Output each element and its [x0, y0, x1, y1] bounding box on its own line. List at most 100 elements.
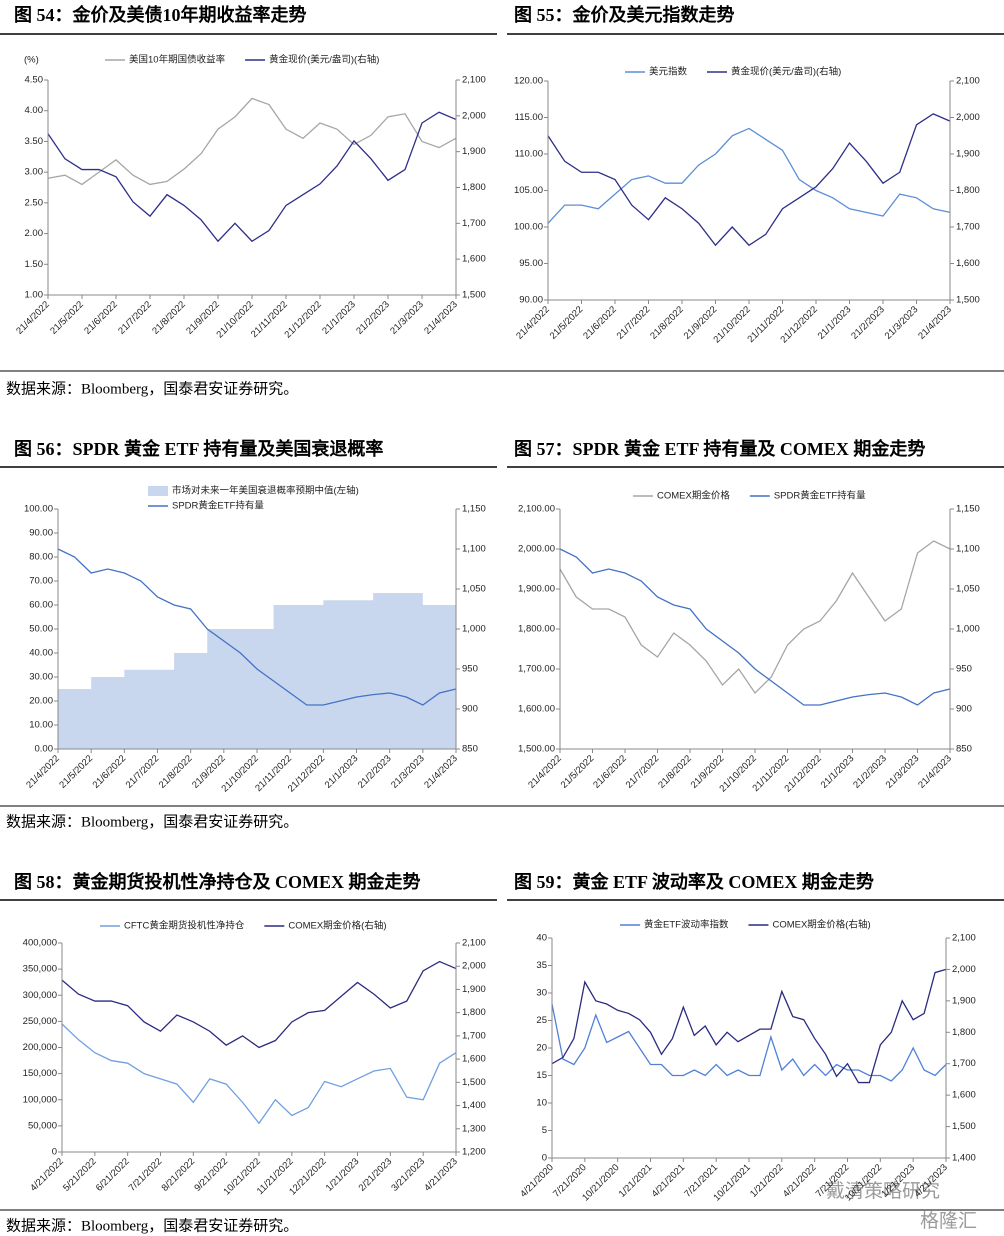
- y2-tick-label: 1,600: [462, 1054, 486, 1065]
- y2-tick-label: 950: [956, 664, 972, 675]
- y2-tick-label: 2,100: [952, 933, 976, 944]
- x-tick-label: 6/21/2022: [94, 1156, 132, 1194]
- y-tick-label: 50.00: [29, 624, 53, 635]
- y-tick-label: 4.50: [25, 75, 44, 86]
- x-tick-label: 3/21/2023: [389, 1156, 427, 1194]
- x-tick-label: 21/1/2023: [323, 753, 361, 791]
- y-tick-label: 90.00: [519, 295, 543, 306]
- y-tick-label: 400,000: [23, 938, 57, 949]
- y2-tick-label: 1,900: [462, 146, 486, 157]
- x-tick-label: 21/8/2022: [648, 304, 686, 342]
- line: [547, 127, 951, 224]
- y2-tick-label: 1,900: [462, 984, 486, 995]
- line: [559, 548, 951, 706]
- x-tick-label: 21/2/2023: [849, 304, 887, 342]
- y-tick-label: 10: [536, 1098, 547, 1109]
- y-tick-label: 3.00: [25, 167, 44, 178]
- y-tick-label: 1.00: [25, 290, 44, 301]
- y2-tick-label: 1,000: [956, 624, 980, 635]
- y-tick-label: 1,900.00: [518, 584, 555, 595]
- y2-tick-label: 1,800: [462, 1007, 486, 1018]
- x-tick-label: 21/1/2023: [816, 304, 854, 342]
- y2-tick-label: 2,000: [956, 112, 980, 123]
- x-tick-label: 21/8/2022: [656, 753, 694, 791]
- y2-tick-label: 1,050: [462, 584, 486, 595]
- y-tick-label: 0: [52, 1147, 57, 1158]
- x-tick-label: 21/12/2022: [283, 299, 324, 340]
- y-tick-label: 40: [536, 933, 547, 944]
- y2-tick-label: 1,100: [462, 544, 486, 555]
- chart-title: 图 58：黄金期货投机性净持仓及 COMEX 期金走势: [14, 871, 421, 892]
- chart-title: 图 55：金价及美元指数走势: [514, 4, 735, 25]
- y-tick-label: 40.00: [29, 648, 53, 659]
- legend-label: 黄金ETF波动率指数: [644, 919, 729, 931]
- x-tick-label: 21/7/2022: [624, 753, 662, 791]
- y-tick-label: 110.00: [515, 149, 543, 160]
- y2-tick-label: 1,700: [952, 1058, 976, 1069]
- x-tick-label: 4/21/2020: [518, 1162, 556, 1200]
- chart-title: 图 54：金价及美债10年期收益率走势: [14, 4, 307, 25]
- y-tick-label: 2.50: [25, 197, 44, 208]
- legend-label: COMEX期金价格(右轴): [772, 919, 870, 931]
- y2-tick-label: 1,050: [956, 584, 980, 595]
- x-tick-label: 21/4/2022: [14, 299, 52, 337]
- line: [61, 960, 457, 1049]
- legend-label: 美元指数: [649, 66, 688, 78]
- legend-label: SPDR黄金ETF持有量: [172, 500, 264, 512]
- x-tick-label: 21/3/2023: [389, 753, 427, 791]
- x-tick-label: 21/6/2022: [82, 299, 120, 337]
- y-tick-label: 80.00: [29, 552, 53, 563]
- x-tick-label: 7/21/2022: [127, 1156, 165, 1194]
- x-tick-label: 21/4/2022: [526, 753, 564, 791]
- x-tick-label: 21/5/2022: [548, 304, 586, 342]
- x-tick-label: 21/5/2022: [48, 299, 86, 337]
- x-tick-label: 21/3/2023: [884, 753, 922, 791]
- legend-label: COMEX期金价格: [657, 490, 730, 502]
- y2-tick-label: 1,150: [462, 504, 486, 515]
- y2-tick-label: 900: [462, 704, 478, 715]
- x-tick-label: 21/2/2023: [354, 299, 392, 337]
- y-tick-label: 4.00: [25, 105, 44, 116]
- y2-tick-label: 1,700: [462, 1030, 486, 1041]
- y2-tick-label: 2,100: [956, 76, 980, 87]
- line: [47, 97, 457, 186]
- y-tick-label: 120.00: [514, 76, 543, 87]
- watermark: 格隆汇: [920, 1210, 977, 1232]
- y2-tick-label: 2,000: [462, 961, 486, 972]
- x-tick-label: 1/21/2023: [324, 1156, 362, 1194]
- line: [551, 1003, 947, 1082]
- y2-tick-label: 2,000: [952, 964, 976, 975]
- y-tick-label: 25: [536, 1015, 547, 1026]
- y-tick-label: 115.00: [515, 112, 543, 123]
- y-tick-label: 1,800.00: [518, 624, 555, 635]
- y2-tick-label: 1,900: [956, 149, 980, 160]
- legend-label: 市场对未来一年美国衰退概率预期中值(左轴): [172, 485, 359, 497]
- x-tick-label: 21/1/2023: [320, 299, 358, 337]
- y-tick-label: 50,000: [28, 1120, 57, 1131]
- line: [61, 1023, 457, 1125]
- x-tick-label: 21/4/2022: [514, 304, 552, 342]
- y-tick-label: 0: [542, 1153, 547, 1164]
- y-tick-label: 350,000: [23, 964, 57, 975]
- y-tick-label: 100.00: [514, 222, 543, 233]
- y-tick-label: 0.00: [35, 744, 54, 755]
- x-tick-label: 5/21/2022: [61, 1156, 99, 1194]
- y2-tick-label: 1,150: [956, 504, 980, 515]
- y2-tick-label: 950: [462, 664, 478, 675]
- x-tick-label: 4/21/2021: [650, 1162, 688, 1200]
- y-tick-label: 1,600.00: [518, 704, 555, 715]
- y2-tick-label: 1,000: [462, 624, 486, 635]
- x-tick-label: 21/3/2023: [883, 304, 921, 342]
- x-tick-label: 21/7/2022: [615, 304, 653, 342]
- unit-label: (%): [24, 55, 39, 66]
- x-tick-label: 21/4/2023: [422, 299, 460, 337]
- chart-title: 图 56：SPDR 黄金 ETF 持有量及美国衰退概率: [14, 438, 383, 459]
- y-tick-label: 100.00: [24, 504, 53, 515]
- source: 数据来源：Bloomberg，国泰君安证券研究。: [6, 813, 298, 830]
- y-tick-label: 1.50: [25, 259, 44, 270]
- y2-tick-label: 1,500: [462, 1077, 486, 1088]
- x-tick-label: 4/21/2022: [781, 1162, 819, 1200]
- y2-tick-label: 1,600: [956, 258, 980, 269]
- x-tick-label: 4/21/2023: [422, 1156, 460, 1194]
